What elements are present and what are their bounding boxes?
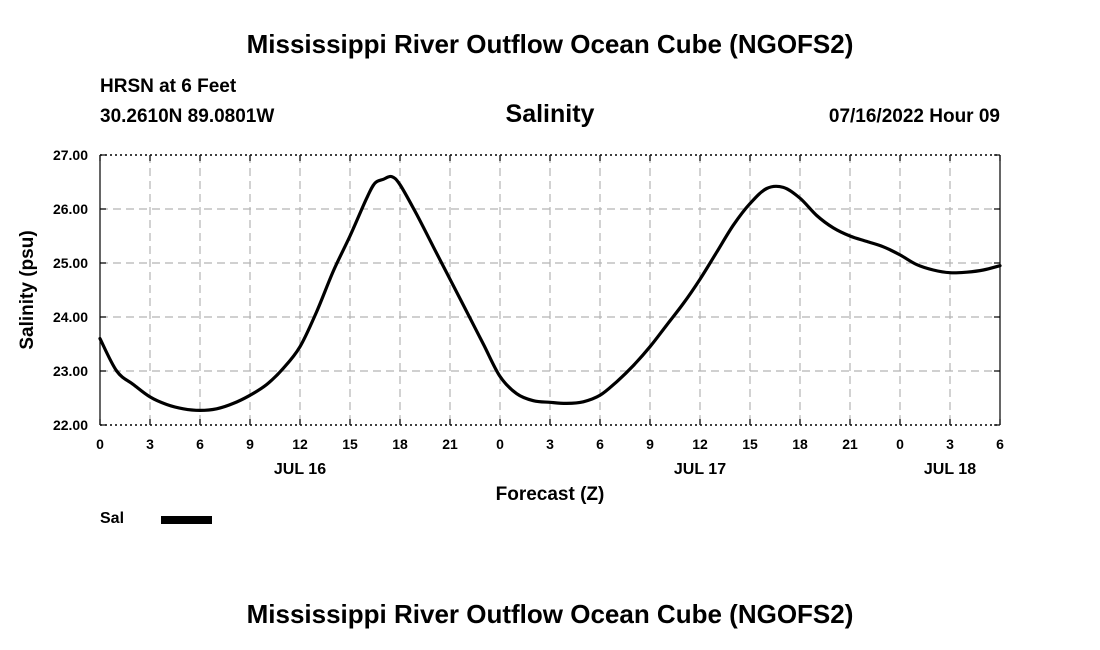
y-tick-label: 23.00 — [53, 363, 88, 379]
legend-swatch — [161, 516, 212, 524]
x-tick-label: 9 — [646, 436, 654, 452]
x-tick-label: 21 — [842, 436, 858, 452]
chart-footer-title: Mississippi River Outflow Ocean Cube (NG… — [246, 599, 854, 629]
x-tick-label: 18 — [792, 436, 808, 452]
chart-main-title: Mississippi River Outflow Ocean Cube (NG… — [246, 29, 854, 59]
x-tick-label: 0 — [496, 436, 504, 452]
x-tick-label: 3 — [146, 436, 154, 452]
x-tick-label: 0 — [96, 436, 104, 452]
station-label: HRSN at 6 Feet — [100, 76, 237, 97]
x-tick-label: 15 — [742, 436, 758, 452]
x-tick-label: 6 — [596, 436, 604, 452]
date-label: JUL 16 — [274, 461, 326, 478]
y-tick-label: 27.00 — [53, 147, 88, 163]
coordinates-label: 30.2610N 89.0801W — [100, 106, 275, 127]
x-tick-label: 21 — [442, 436, 458, 452]
variable-title: Salinity — [505, 100, 595, 128]
y-tick-label: 22.00 — [53, 417, 88, 433]
x-tick-label: 9 — [246, 436, 254, 452]
date-label: JUL 18 — [924, 461, 976, 478]
date-label: JUL 17 — [674, 461, 726, 478]
y-axis-title: Salinity (psu) — [17, 230, 38, 349]
x-tick-label: 6 — [996, 436, 1004, 452]
y-tick-label: 25.00 — [53, 255, 88, 271]
x-tick-label: 12 — [292, 436, 308, 452]
series-line-sal — [98, 174, 1002, 412]
legend-label: Sal — [100, 510, 125, 527]
y-tick-label: 26.00 — [53, 201, 88, 217]
x-tick-label: 18 — [392, 436, 408, 452]
y-tick-label: 24.00 — [53, 309, 88, 325]
x-tick-label: 0 — [896, 436, 904, 452]
datetime-label: 07/16/2022 Hour 09 — [828, 106, 1000, 127]
x-tick-label: 3 — [946, 436, 954, 452]
x-tick-label: 6 — [196, 436, 204, 452]
x-tick-label: 15 — [342, 436, 358, 452]
x-tick-label: 12 — [692, 436, 708, 452]
x-tick-label: 3 — [546, 436, 554, 452]
x-axis-title: Forecast (Z) — [496, 484, 605, 505]
